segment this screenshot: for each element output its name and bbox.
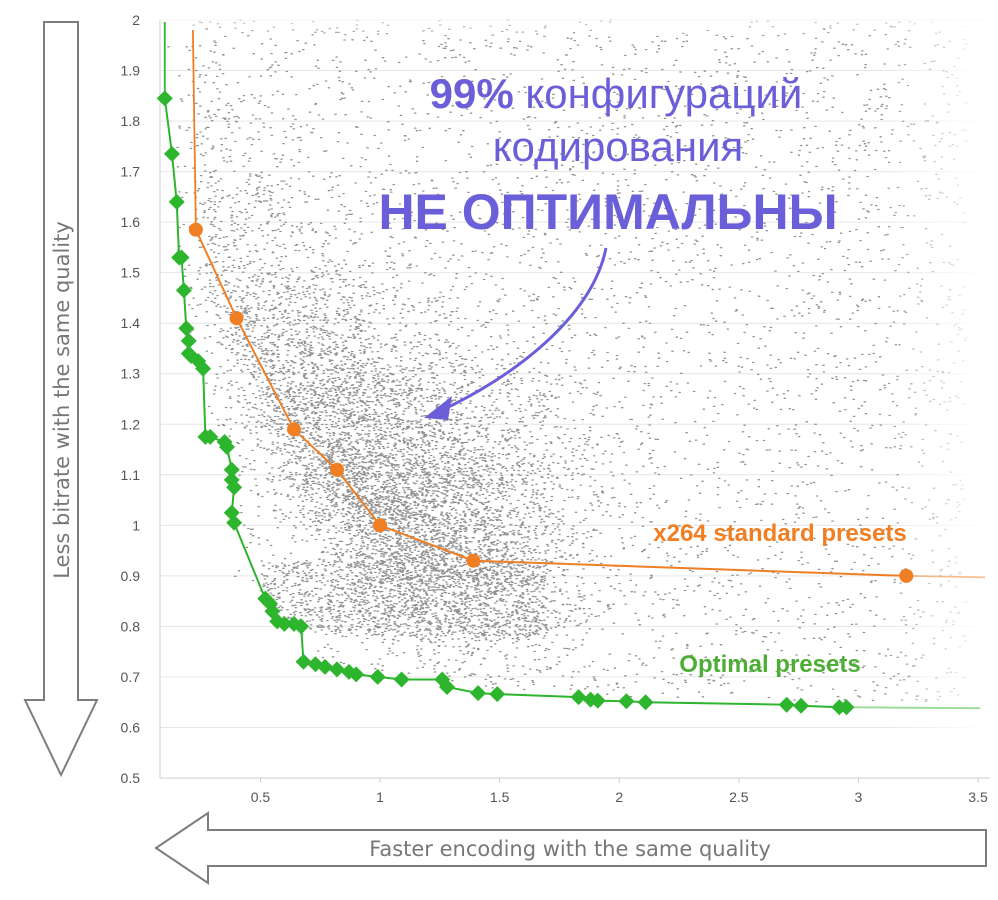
headline-line1-rest: конфигураций — [514, 70, 803, 117]
configuration-points — [167, 19, 968, 703]
y-tick-label: 1.5 — [121, 265, 141, 281]
optimal-preset-point — [838, 699, 855, 716]
optimal-presets-label: Optimal presets — [679, 651, 860, 678]
y-tick-label: 0.5 — [121, 770, 141, 786]
optimal-line-tail-right — [846, 706, 981, 710]
optimal-preset-point — [295, 653, 312, 670]
optimal-preset-point — [348, 666, 365, 683]
x-tick-label: 1.5 — [490, 789, 510, 805]
optimal-preset-point — [180, 332, 197, 349]
optimal-preset-point — [178, 320, 195, 337]
y-axis-label: Less bitrate with the same quality — [50, 221, 74, 579]
optimal-preset-point — [202, 428, 219, 445]
x264-preset-point — [373, 518, 388, 533]
optimal-preset-point — [163, 145, 180, 162]
x-tick-label: 3 — [855, 789, 863, 805]
optimal-preset-point — [293, 618, 310, 635]
optimal-preset-point — [570, 689, 587, 706]
optimal-preset-point — [589, 692, 606, 709]
y-tick-label: 1.8 — [121, 113, 141, 129]
x264-preset-point — [188, 222, 203, 237]
x264-preset-point — [229, 311, 244, 326]
y-tick-labels: 0.5 0.6 0.7 0.8 0.9 1 1.1 1.2 1.3 1.4 1.5 1.6 1.7 1.8… — [121, 12, 141, 786]
x-axis-arrow-shape — [154, 811, 987, 885]
annotation-arrow-shaft — [437, 247, 608, 414]
x-tick-label: 2 — [615, 789, 623, 805]
x264-preset-point — [466, 553, 481, 568]
x-tick-label: 3.5 — [968, 789, 988, 805]
optimal-preset-point — [168, 193, 185, 210]
optimal-preset-point — [156, 90, 173, 107]
optimal-preset-point — [226, 514, 243, 531]
headline-line-1: 99% конфигураций — [430, 70, 803, 117]
x264-line-tail-right — [906, 574, 986, 579]
x264-line-tail-top — [191, 29, 197, 230]
grid-lines — [160, 19, 990, 728]
optimal-preset-point — [173, 249, 190, 266]
annotation-arrow-head — [424, 396, 452, 420]
optimal-preset-point — [393, 671, 410, 688]
optimal-preset-point — [276, 615, 293, 632]
y-tick-label: 1.6 — [121, 214, 141, 230]
optimal-preset-point — [618, 693, 635, 710]
optimal-preset-point — [470, 685, 487, 702]
right-fade — [880, 20, 990, 780]
y-tick-label: 0.9 — [121, 568, 141, 584]
headline-line-3: НЕ ОПТИМАЛЬНЫ — [378, 184, 837, 240]
headline-line-2: кодирования — [493, 123, 744, 170]
optimal-preset-point — [778, 696, 795, 713]
x264-presets-label: x264 standard presets — [653, 520, 906, 547]
optimal-preset-point — [175, 282, 192, 299]
optimal-preset-point — [226, 479, 243, 496]
y-tick-label: 1.1 — [121, 467, 141, 483]
y-axis-arrow-shape — [23, 21, 99, 778]
optimal-preset-point — [218, 439, 235, 456]
y-tick-label: 0.6 — [121, 719, 141, 735]
x-tick-labels: 0.5 1 1.5 2 2.5 3 3.5 — [251, 778, 988, 805]
top-fade — [160, 8, 990, 38]
x264-preset-point — [330, 462, 345, 477]
headline-percent: 99% — [430, 70, 514, 117]
optimal-preset-point — [793, 697, 810, 714]
axes — [159, 20, 990, 779]
y-tick-label: 1.9 — [121, 63, 141, 79]
y-tick-label: 0.8 — [121, 618, 141, 634]
y-tick-label: 1.2 — [121, 416, 141, 432]
x-tick-label: 1 — [376, 789, 384, 805]
x-tick-label: 0.5 — [251, 789, 271, 805]
optimal-preset-point — [439, 679, 456, 696]
series — [156, 22, 986, 716]
y-tick-label: 0.7 — [121, 669, 141, 685]
x264-preset-point — [286, 422, 301, 437]
optimal-preset-point — [317, 658, 334, 675]
y-tick-label: 1.4 — [121, 315, 141, 331]
optimal-preset-point — [223, 461, 240, 478]
x264-preset-point — [899, 568, 914, 583]
x-axis-label: Faster encoding with the same quality — [369, 837, 771, 861]
optimal-preset-point — [637, 694, 654, 711]
y-tick-label: 1.3 — [121, 366, 141, 382]
optimal-preset-point — [329, 661, 346, 678]
optimal-preset-point — [369, 668, 386, 685]
x-tick-label: 2.5 — [729, 789, 749, 805]
y-tick-label: 1 — [132, 517, 140, 533]
y-tick-label: 2 — [132, 12, 140, 28]
y-tick-label: 1.7 — [121, 164, 141, 180]
configurations-scatter — [167, 19, 968, 703]
optimal-preset-point — [195, 360, 212, 377]
optimal-preset-point — [489, 686, 506, 703]
